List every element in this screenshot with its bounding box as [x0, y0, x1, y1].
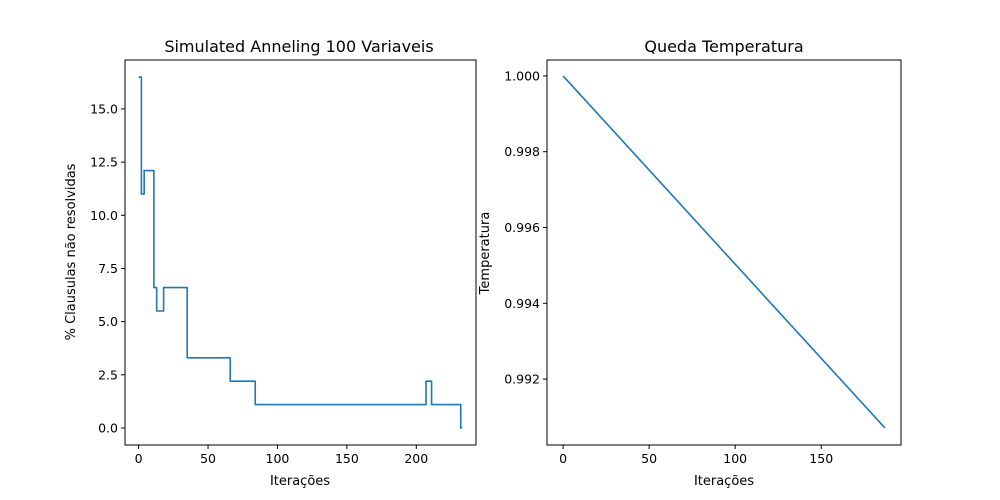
- y-tick-label: 2.5: [98, 367, 118, 382]
- chart-right-plot: [562, 75, 886, 429]
- chart-left-x-label: Iterações: [270, 474, 330, 489]
- chart-right: Queda Temperatura 0 50 100 150 0.9920.9940.…: [478, 37, 902, 489]
- x-tick-label: 50: [200, 451, 216, 466]
- y-tick-label: 0.994: [504, 296, 540, 311]
- y-tick-label: 15.0: [90, 101, 118, 116]
- y-tick-label: 7.5: [98, 261, 118, 276]
- y-tick-label: 0.996: [504, 220, 540, 235]
- y-tick-label: 1.000: [504, 68, 540, 83]
- x-tick-label: 50: [641, 451, 657, 466]
- series-line-0: [138, 76, 463, 429]
- y-tick-label: 10.0: [90, 208, 118, 223]
- chart-left-frame: [124, 59, 477, 446]
- chart-right-frame: [546, 59, 902, 446]
- x-tick-label: 150: [335, 451, 359, 466]
- chart-left-y-axis: 0.0 2.5 5.0 7.5 10.0 12.5 15.0: [90, 101, 125, 435]
- chart-left-title: Simulated Anneling 100 Variaveis: [164, 37, 433, 56]
- series-line-0: [562, 75, 886, 429]
- x-tick-label: 0: [135, 451, 143, 466]
- chart-left-plot: [138, 76, 463, 429]
- chart-right-x-axis: 0 50 100 150: [559, 445, 833, 466]
- y-tick-label: 12.5: [90, 155, 118, 170]
- y-tick-label: 0.0: [98, 420, 118, 435]
- chart-right-y-axis: 0.992 0.994 0.996 0.998 1.000: [504, 68, 547, 387]
- chart-right-y-label: Temperatura: [478, 212, 493, 296]
- chart-left-y-label: % Clausulas não resolvidas: [64, 163, 79, 340]
- chart-left: Simulated Anneling 100 Variaveis 0 50 100 1…: [64, 37, 477, 489]
- y-tick-label: 5.0: [98, 314, 118, 329]
- x-tick-label: 0: [559, 451, 567, 466]
- chart-right-title: Queda Temperatura: [644, 37, 803, 56]
- x-tick-label: 100: [266, 451, 290, 466]
- x-tick-label: 150: [809, 451, 833, 466]
- x-tick-label: 200: [404, 451, 428, 466]
- y-tick-label: 0.992: [504, 372, 540, 387]
- y-tick-label: 0.998: [504, 144, 540, 159]
- chart-right-x-label: Iterações: [694, 474, 754, 489]
- chart-left-x-axis: 0 50 100 150 200: [135, 445, 428, 466]
- x-tick-label: 100: [723, 451, 747, 466]
